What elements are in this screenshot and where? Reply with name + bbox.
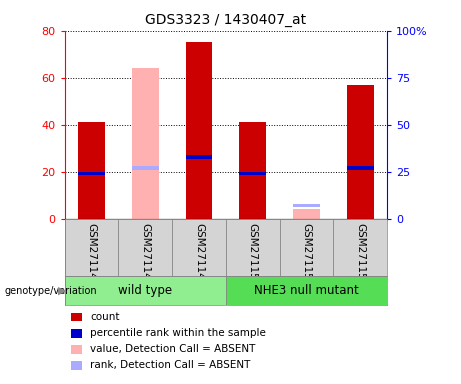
- Text: GSM271147: GSM271147: [86, 223, 96, 287]
- Bar: [347, 166, 374, 170]
- Bar: [185, 43, 213, 219]
- Title: GDS3323 / 1430407_at: GDS3323 / 1430407_at: [145, 13, 307, 27]
- Text: rank, Detection Call = ABSENT: rank, Detection Call = ABSENT: [90, 360, 250, 370]
- Bar: [172, 219, 226, 276]
- Text: percentile rank within the sample: percentile rank within the sample: [90, 328, 266, 338]
- Bar: [78, 122, 105, 219]
- Bar: [239, 122, 266, 219]
- Bar: [132, 166, 159, 170]
- Text: count: count: [90, 312, 119, 322]
- Text: GSM271150: GSM271150: [248, 223, 258, 287]
- Bar: [293, 210, 320, 219]
- Bar: [347, 85, 374, 219]
- Bar: [65, 276, 226, 305]
- Bar: [65, 219, 118, 276]
- Bar: [293, 204, 320, 207]
- Text: genotype/variation: genotype/variation: [5, 286, 97, 296]
- Bar: [280, 219, 333, 276]
- Bar: [118, 219, 172, 276]
- Text: GSM271152: GSM271152: [355, 223, 366, 287]
- Text: GSM271149: GSM271149: [194, 223, 204, 287]
- Bar: [132, 68, 159, 219]
- Text: NHE3 null mutant: NHE3 null mutant: [254, 285, 359, 297]
- Bar: [226, 219, 280, 276]
- Text: value, Detection Call = ABSENT: value, Detection Call = ABSENT: [90, 344, 255, 354]
- Text: GSM271148: GSM271148: [140, 223, 150, 287]
- Bar: [239, 172, 266, 175]
- Text: wild type: wild type: [118, 285, 172, 297]
- Bar: [185, 155, 213, 159]
- Text: GSM271151: GSM271151: [301, 223, 312, 287]
- Bar: [333, 219, 387, 276]
- Bar: [78, 172, 105, 175]
- Text: ▶: ▶: [58, 286, 66, 296]
- Bar: [226, 276, 387, 305]
